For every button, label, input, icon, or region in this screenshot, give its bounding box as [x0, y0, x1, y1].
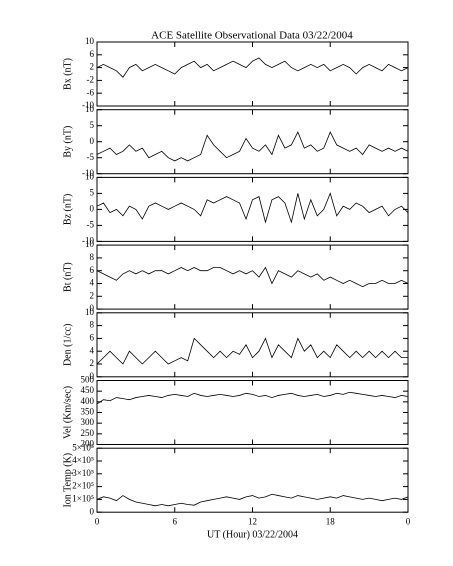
y-tick-label: 350	[81, 407, 95, 417]
chart-title: ACE Satellite Observational Data 03/22/2…	[151, 30, 353, 42]
y-axis-label: Bz (nT)	[62, 194, 73, 225]
y-tick-label: -2	[87, 74, 95, 84]
x-tick-label: 12	[248, 516, 257, 526]
y-tick-label: 10	[85, 36, 95, 46]
data-line	[96, 192, 409, 224]
y-tick-label: 4×10⁵	[72, 455, 94, 465]
y-tick-label: 1×10⁵	[72, 493, 94, 503]
y-tick-label: 2	[90, 290, 95, 300]
y-tick-label: 6	[90, 265, 95, 275]
y-tick-label: 5×10⁵	[72, 442, 94, 452]
y-tick-label: 3×10⁵	[72, 468, 94, 478]
y-tick-label: 500	[81, 375, 95, 385]
y-tick-label: 10	[85, 171, 95, 181]
y-tick-label: 2×10⁵	[72, 481, 94, 491]
y-tick-label: -10	[82, 235, 94, 245]
y-tick-label: 2	[90, 358, 95, 368]
y-tick-label: -6	[87, 87, 95, 97]
y-tick-label: 450	[81, 385, 95, 395]
y-tick-label: 8	[90, 252, 95, 262]
x-axis-label: UT (Hour) 03/22/2004	[207, 529, 298, 540]
y-tick-label: 0	[90, 303, 95, 313]
y-tick-label: 0	[90, 506, 95, 516]
y-tick-label: 5	[90, 187, 95, 197]
y-tick-label: 0	[90, 371, 95, 381]
y-tick-label: -10	[82, 100, 94, 110]
data-line	[96, 131, 409, 162]
y-axis-label: By (nT)	[62, 126, 73, 158]
y-tick-label: 6	[90, 332, 95, 342]
y-axis-label: Bx (nT)	[62, 58, 73, 90]
y-tick-label: 4	[90, 345, 95, 355]
y-tick-label: 8	[90, 320, 95, 330]
y-tick-label: -5	[87, 152, 95, 162]
y-tick-label: 250	[81, 428, 95, 438]
y-tick-label: 300	[81, 417, 95, 427]
x-tick-label: 18	[326, 516, 336, 526]
y-axis-label: Den (1/cc)	[62, 324, 73, 366]
y-tick-label: -5	[87, 219, 95, 229]
y-tick-label: 0	[90, 203, 95, 213]
data-line	[96, 57, 409, 78]
data-line	[96, 493, 409, 507]
y-tick-label: 10	[85, 239, 95, 249]
y-tick-label: 0	[90, 136, 95, 146]
y-tick-label: 200	[81, 439, 95, 449]
y-tick-label: 5	[90, 120, 95, 130]
y-tick-label: 400	[81, 396, 95, 406]
y-axis-label: Bt (nT)	[62, 262, 73, 292]
x-tick-label: 6	[173, 516, 178, 526]
x-tick-label: 0	[406, 516, 411, 526]
y-tick-label: 4	[90, 278, 95, 288]
y-tick-label: -10	[82, 168, 94, 178]
y-tick-label: 10	[85, 104, 95, 114]
y-tick-label: 10	[85, 307, 95, 317]
data-line	[96, 391, 409, 405]
y-tick-label: 2	[90, 62, 95, 72]
y-axis-label: Ion Temp (K)	[62, 453, 73, 508]
data-line	[96, 337, 408, 365]
data-line	[96, 266, 409, 288]
y-axis-label: Vel (Km/sec)	[62, 386, 73, 439]
x-tick-label: 0	[95, 516, 100, 526]
y-tick-label: 6	[90, 49, 95, 59]
